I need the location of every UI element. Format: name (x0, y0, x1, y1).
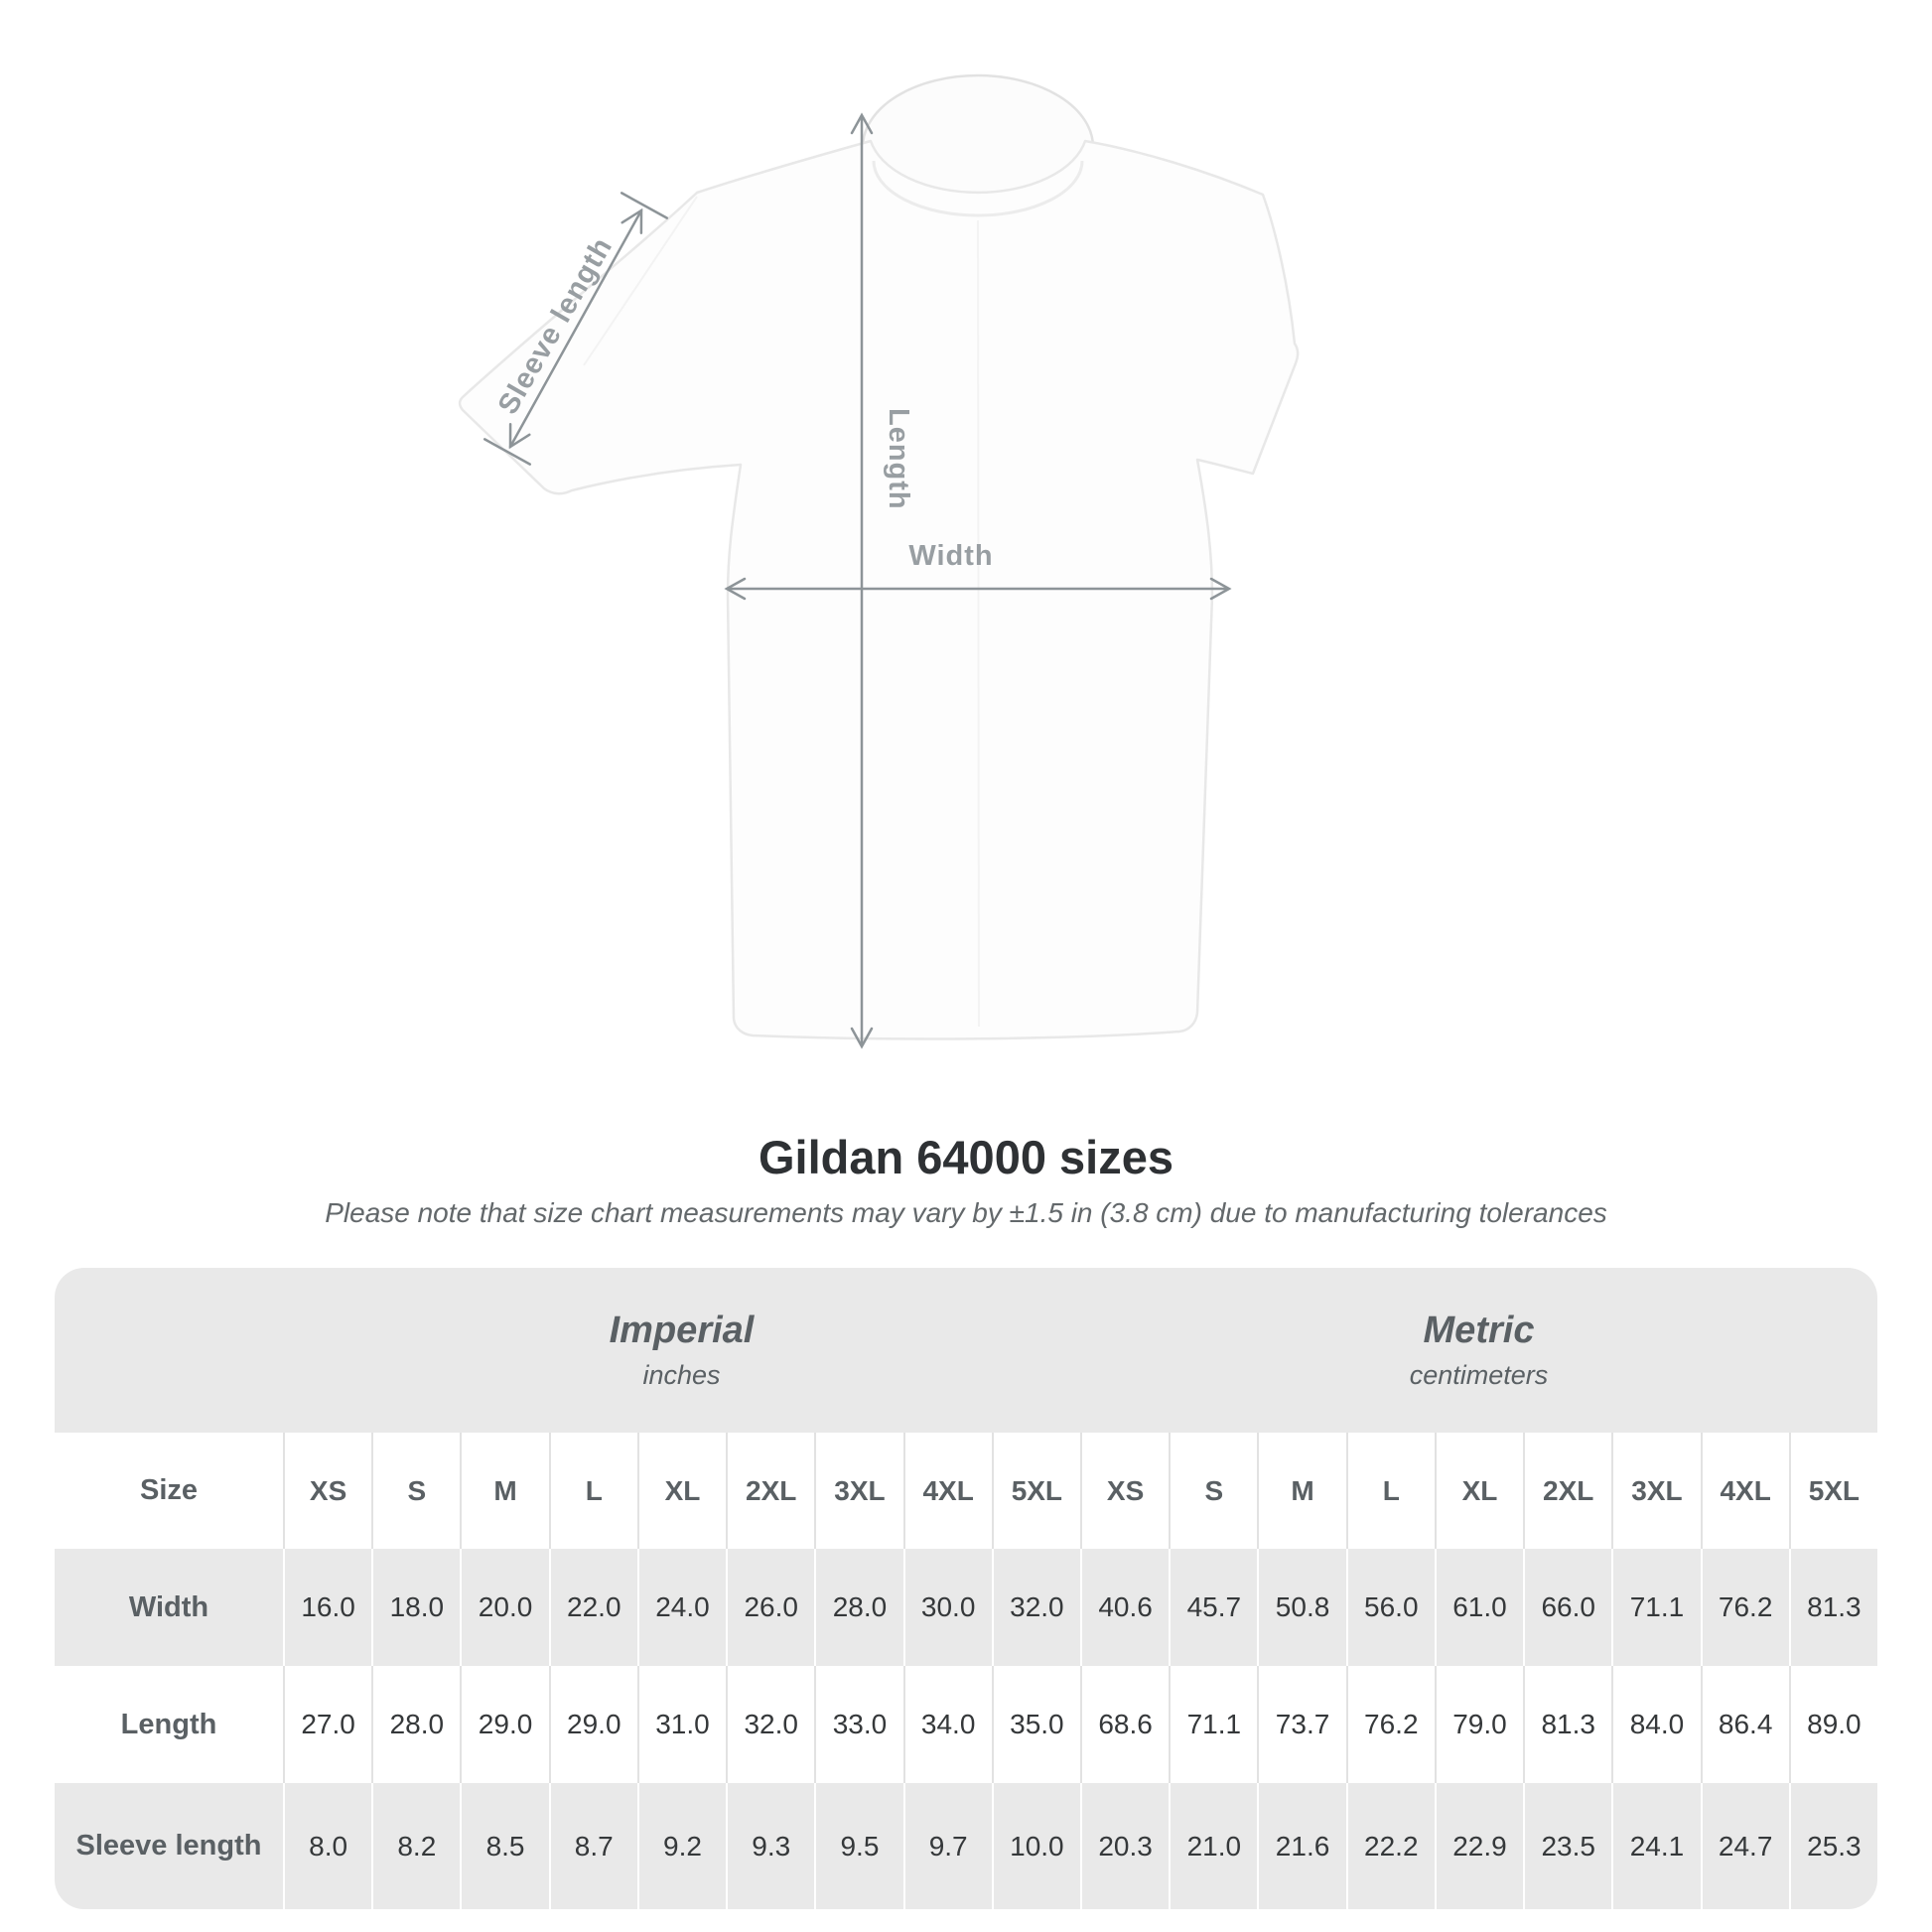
size-header-row: Size XS S M L XL 2XL 3XL 4XL 5XL XS S M … (55, 1433, 1877, 1549)
sleeve-length-row: Sleeve length 8.0 8.2 8.5 8.7 9.2 9.3 9.… (55, 1783, 1877, 1909)
value-cell: 68.6 (1079, 1666, 1169, 1783)
size-header-cell: 5XL (991, 1433, 1080, 1549)
value-cell: 9.2 (636, 1783, 726, 1909)
value-cell: 86.4 (1700, 1666, 1789, 1783)
size-header-cell: 3XL (814, 1433, 902, 1549)
value-cell: 84.0 (1611, 1666, 1700, 1783)
size-header-cell: L (1345, 1433, 1435, 1549)
value-cell: 22.9 (1434, 1783, 1523, 1909)
value-cell: 33.0 (814, 1666, 902, 1783)
value-cell: 45.7 (1169, 1549, 1257, 1666)
value-cell: 79.0 (1434, 1666, 1523, 1783)
size-table: Imperial inches Metric centimeters Size … (55, 1268, 1877, 1909)
size-header-cell: XS (1079, 1433, 1169, 1549)
value-cell: 32.0 (726, 1666, 814, 1783)
value-cell: 24.7 (1700, 1783, 1789, 1909)
value-cell: 21.6 (1257, 1783, 1345, 1909)
value-cell: 27.0 (283, 1666, 371, 1783)
size-header-cell: 2XL (726, 1433, 814, 1549)
page-title: Gildan 64000 sizes (758, 1131, 1174, 1183)
sleeve-length-arrow (483, 192, 669, 466)
value-cell: 29.0 (548, 1666, 637, 1783)
value-cell: 9.7 (902, 1783, 992, 1909)
width-label: Width (908, 540, 994, 572)
length-label: Length (883, 407, 914, 510)
size-header-cell: 2XL (1523, 1433, 1611, 1549)
size-header-cell: M (1257, 1433, 1345, 1549)
width-row: Width 16.0 18.0 20.0 22.0 24.0 26.0 28.0… (55, 1549, 1877, 1666)
value-cell: 71.1 (1611, 1549, 1700, 1666)
value-cell: 34.0 (902, 1666, 992, 1783)
value-cell: 20.0 (460, 1549, 548, 1666)
value-cell: 24.1 (1611, 1783, 1700, 1909)
size-header-cell: 5XL (1788, 1433, 1877, 1549)
size-header-cell: S (1169, 1433, 1257, 1549)
value-cell: 18.0 (371, 1549, 460, 1666)
row-label-width: Width (128, 1590, 209, 1623)
value-cell: 23.5 (1523, 1783, 1611, 1909)
value-cell: 8.5 (460, 1783, 548, 1909)
value-cell: 81.3 (1523, 1666, 1611, 1783)
value-cell: 8.7 (548, 1783, 637, 1909)
value-cell: 76.2 (1345, 1666, 1435, 1783)
value-cell: 61.0 (1434, 1549, 1523, 1666)
value-cell: 40.6 (1079, 1549, 1169, 1666)
value-cell: 16.0 (283, 1549, 371, 1666)
tshirt-illustration (458, 73, 1300, 1049)
value-cell: 22.0 (548, 1549, 637, 1666)
value-cell: 20.3 (1079, 1783, 1169, 1909)
value-cell: 22.2 (1345, 1783, 1435, 1909)
imperial-header: Imperial inches (283, 1268, 1080, 1433)
value-cell: 26.0 (726, 1549, 814, 1666)
value-cell: 50.8 (1257, 1549, 1345, 1666)
value-cell: 10.0 (991, 1783, 1080, 1909)
length-row: Length 27.0 28.0 29.0 29.0 31.0 32.0 33.… (55, 1666, 1877, 1783)
value-cell: 73.7 (1257, 1666, 1345, 1783)
imperial-title: Imperial (609, 1310, 755, 1351)
value-cell: 81.3 (1788, 1549, 1877, 1666)
imperial-unit: inches (642, 1360, 721, 1390)
size-header-cell: XS (283, 1433, 371, 1549)
value-cell: 31.0 (636, 1666, 726, 1783)
value-cell: 56.0 (1345, 1549, 1435, 1666)
size-header-cell: S (371, 1433, 460, 1549)
value-cell: 21.0 (1169, 1783, 1257, 1909)
value-cell: 24.0 (636, 1549, 726, 1666)
value-cell: 8.2 (371, 1783, 460, 1909)
value-cell: 28.0 (814, 1549, 902, 1666)
tolerance-note: Please note that size chart measurements… (325, 1197, 1607, 1228)
size-header-cell: XL (1434, 1433, 1523, 1549)
size-header-cell: 4XL (902, 1433, 992, 1549)
metric-header: Metric centimeters (1080, 1268, 1877, 1433)
value-cell: 30.0 (902, 1549, 992, 1666)
value-cell: 25.3 (1788, 1783, 1877, 1909)
band-corner-spacer (55, 1268, 283, 1433)
row-label-sleeve-length: Sleeve length (75, 1830, 262, 1862)
size-header-cell: L (548, 1433, 637, 1549)
size-column-header: Size (139, 1474, 199, 1506)
size-header-cell: 4XL (1700, 1433, 1789, 1549)
value-cell: 29.0 (460, 1666, 548, 1783)
value-cell: 28.0 (371, 1666, 460, 1783)
value-cell: 35.0 (991, 1666, 1080, 1783)
size-header-cell: M (460, 1433, 548, 1549)
value-cell: 89.0 (1788, 1666, 1877, 1783)
length-arrow (850, 112, 874, 1049)
size-header-cell: XL (636, 1433, 726, 1549)
row-label-length: Length (120, 1708, 217, 1740)
unit-group-band: Imperial inches Metric centimeters (55, 1268, 1877, 1433)
size-header-cell: 3XL (1611, 1433, 1700, 1549)
value-cell: 9.3 (726, 1783, 814, 1909)
value-cell: 9.5 (814, 1783, 902, 1909)
value-cell: 71.1 (1169, 1666, 1257, 1783)
value-cell: 66.0 (1523, 1549, 1611, 1666)
width-arrow (724, 577, 1232, 601)
metric-title: Metric (1423, 1310, 1535, 1351)
value-cell: 76.2 (1700, 1549, 1789, 1666)
value-cell: 8.0 (283, 1783, 371, 1909)
value-cell: 32.0 (991, 1549, 1080, 1666)
metric-unit: centimeters (1409, 1360, 1549, 1390)
